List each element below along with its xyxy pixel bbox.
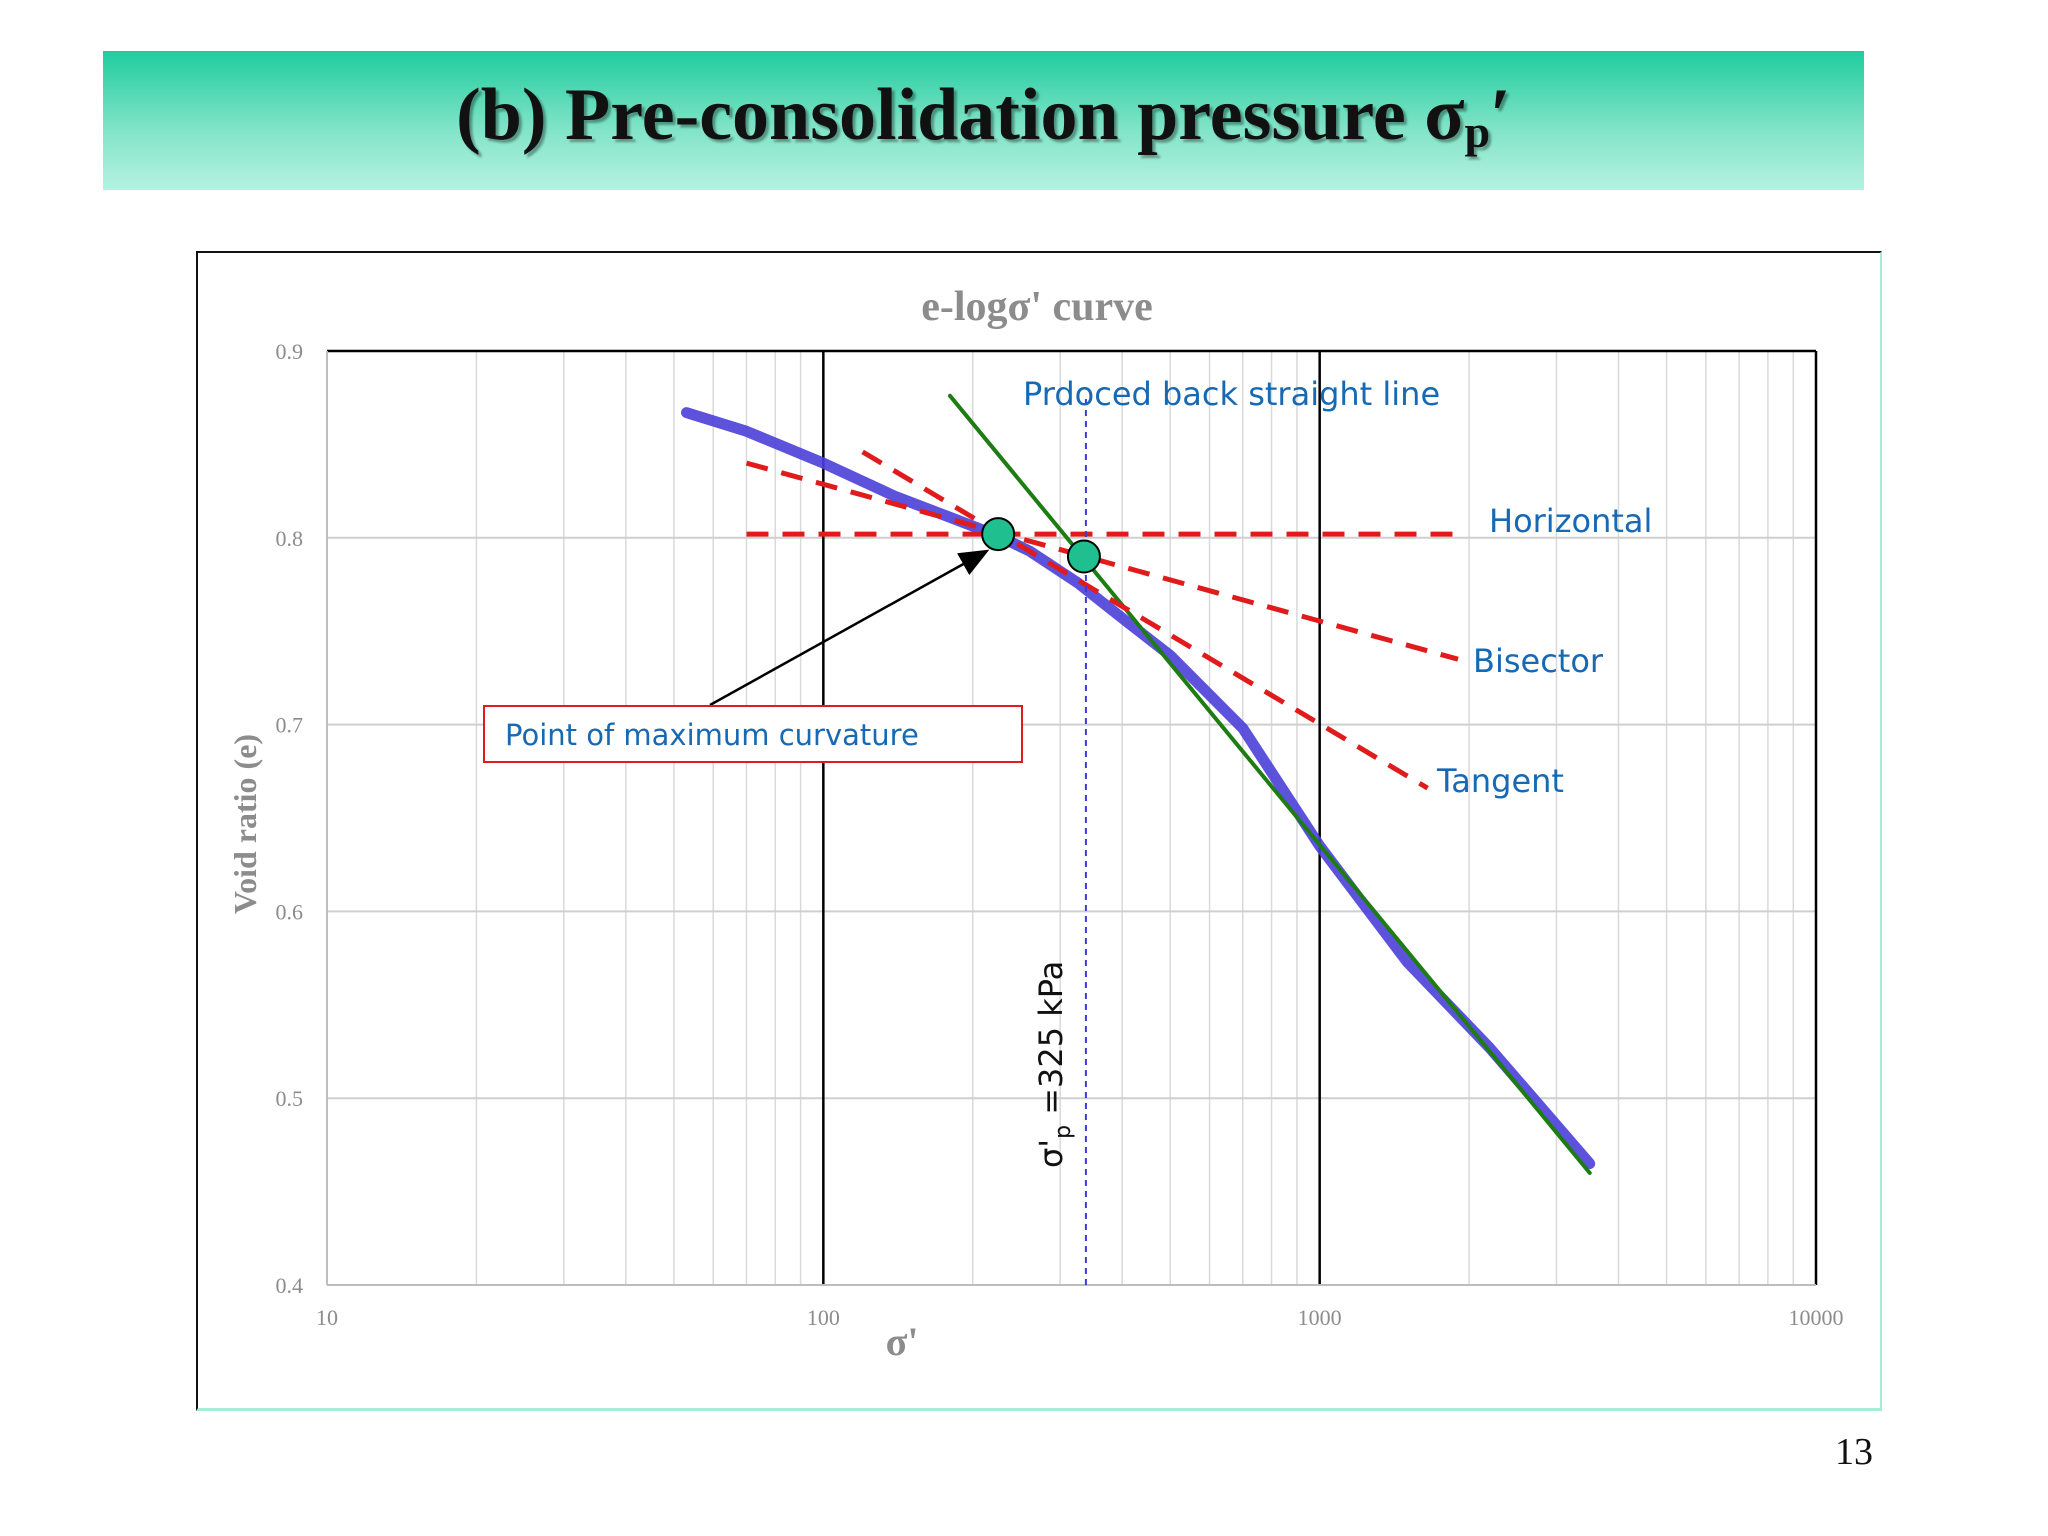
slide-title-subscript: p (1464, 106, 1491, 157)
x-tick-label: 1000 (1298, 1305, 1342, 1330)
x-tick-label: 10 (316, 1305, 338, 1330)
y-tick-label: 0.7 (276, 713, 304, 738)
slide-title-prime: ′ (1490, 74, 1511, 156)
bisector-line (745, 460, 1459, 662)
y-tick-label: 0.4 (276, 1273, 304, 1298)
straight-line-label: Prdoced back straight line (1023, 375, 1440, 413)
x-axis-title: σ' (886, 1319, 919, 1364)
sigma-p-symbol: σ' (1032, 1139, 1070, 1168)
y-tick-label: 0.6 (276, 899, 304, 924)
horizontal-label: Horizontal (1489, 502, 1652, 540)
chart-title: e-logσ' curve (921, 284, 1153, 330)
max-curvature-box (483, 705, 1023, 763)
chart-frame (196, 251, 1882, 1411)
x-tick-label: 100 (807, 1305, 840, 1330)
x-tick-label: 10000 (1789, 1305, 1844, 1330)
y-tick-label: 0.9 (276, 339, 304, 364)
tangent-label: Tangent (1436, 762, 1564, 800)
y-tick-label: 0.8 (276, 526, 304, 551)
bisector-label: Bisector (1473, 642, 1604, 680)
max-curvature-label: Point of maximum curvature (505, 718, 919, 752)
y-axis-title: Void ratio (e) (227, 734, 263, 914)
sigma-p-subscript: p (1051, 1125, 1076, 1139)
page-number: 13 (1835, 1431, 1873, 1473)
curve-line (681, 407, 1596, 1170)
y-tick-label: 0.5 (276, 1086, 304, 1111)
preconsolidation-point (1066, 539, 1101, 574)
sigma-p-value: =325 kPa (1032, 961, 1070, 1125)
max-curvature-arrow (709, 549, 990, 707)
slide-title: (b) Pre-consolidation pressure σp′ (103, 73, 1864, 158)
slide-title-main: (b) Pre-consolidation pressure σ (456, 74, 1465, 156)
sigma-p-label: σ'p =325 kPa (1032, 961, 1076, 1168)
tangent-line (861, 449, 1429, 791)
straight-line (948, 393, 1592, 1175)
max-curvature-point (981, 517, 1016, 552)
title-banner: (b) Pre-consolidation pressure σp′ (103, 51, 1864, 190)
